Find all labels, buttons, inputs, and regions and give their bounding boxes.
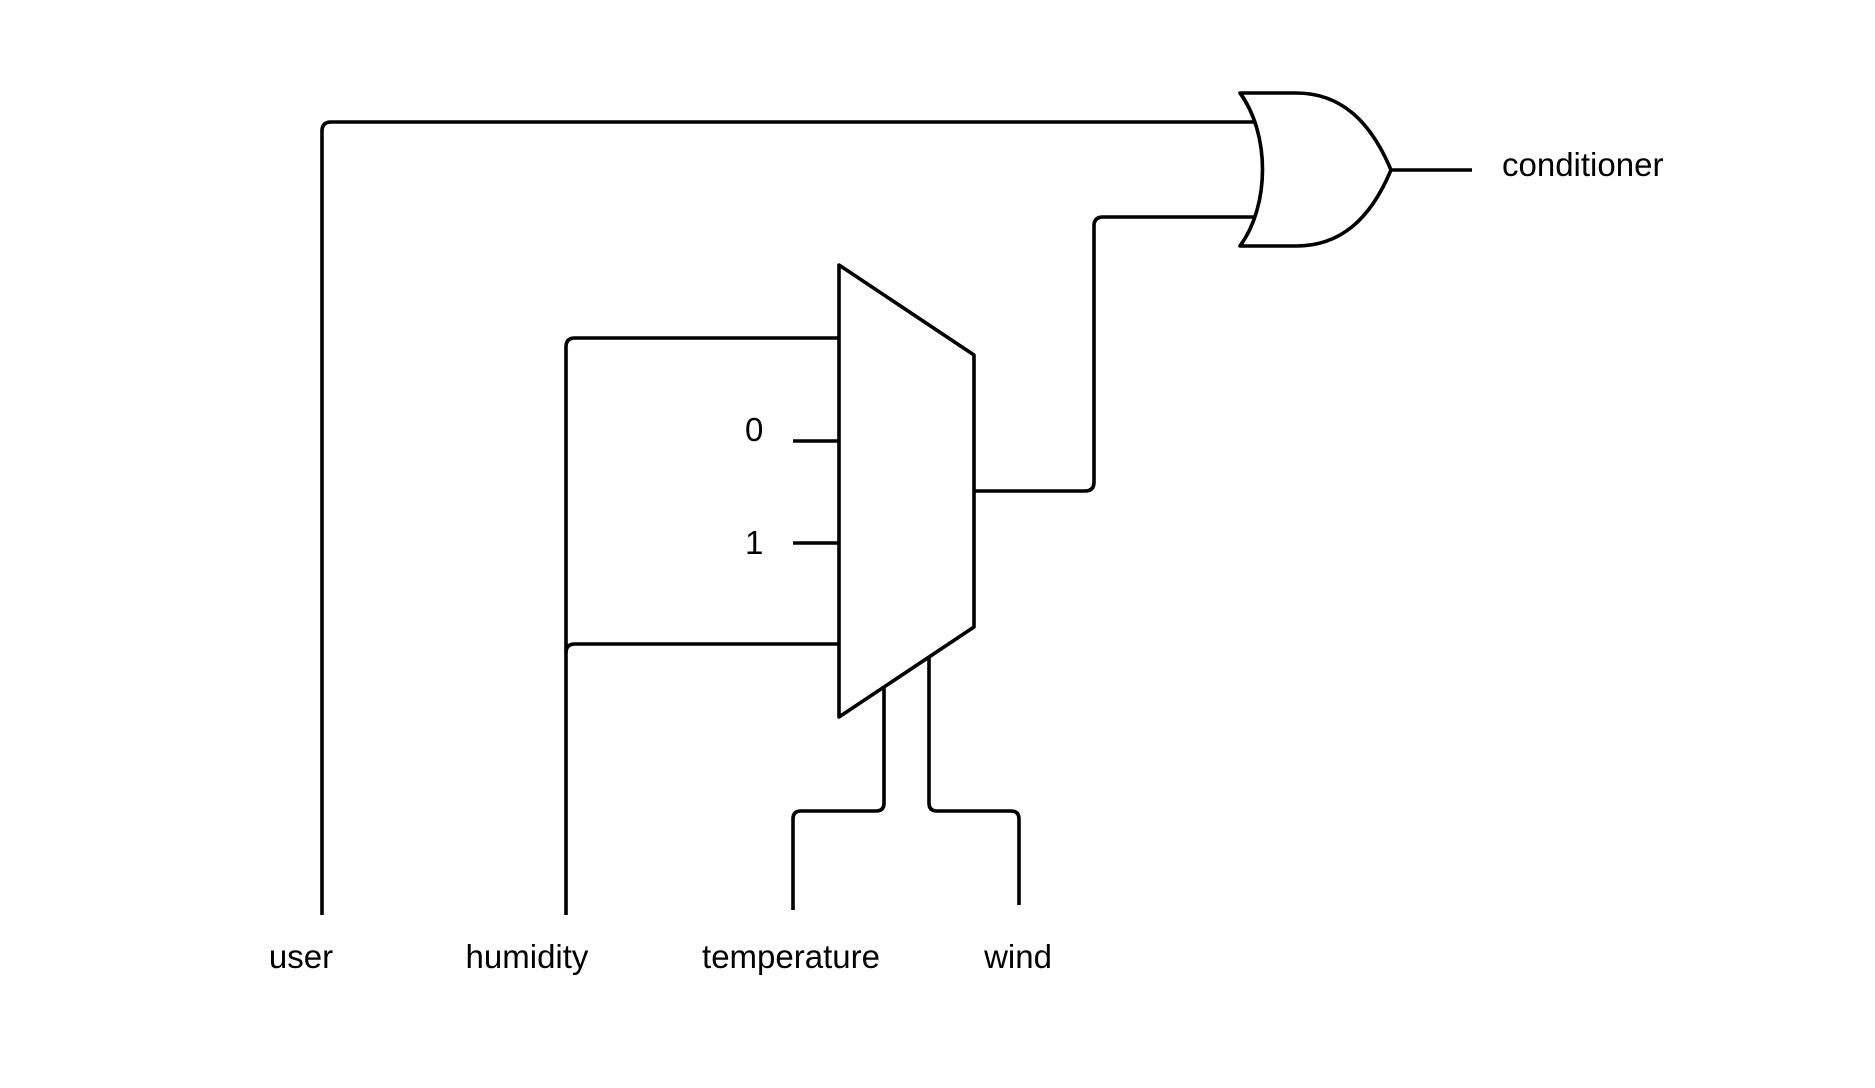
input-label-humidity: humidity — [466, 938, 589, 975]
wire-temperature-to-mux-select — [791, 687, 886, 910]
mux-input-1-label: 1 — [745, 524, 763, 561]
wire-mux-to-or-gate — [974, 215, 1254, 493]
input-label-temperature: temperature — [702, 938, 880, 975]
output-label-conditioner: conditioner — [1502, 146, 1663, 183]
mux-input-0-label: 0 — [745, 411, 763, 448]
multiplexer — [837, 263, 976, 719]
wire-humidity-to-mux-bottom — [564, 642, 839, 654]
wire-wind-to-mux-select — [927, 657, 1021, 905]
or-gate — [1238, 91, 1393, 248]
input-label-user: user — [269, 938, 333, 975]
input-label-wind: wind — [983, 938, 1052, 975]
wire-humidity-to-mux-top — [564, 336, 839, 915]
wire-user-to-or-gate — [320, 120, 1254, 915]
